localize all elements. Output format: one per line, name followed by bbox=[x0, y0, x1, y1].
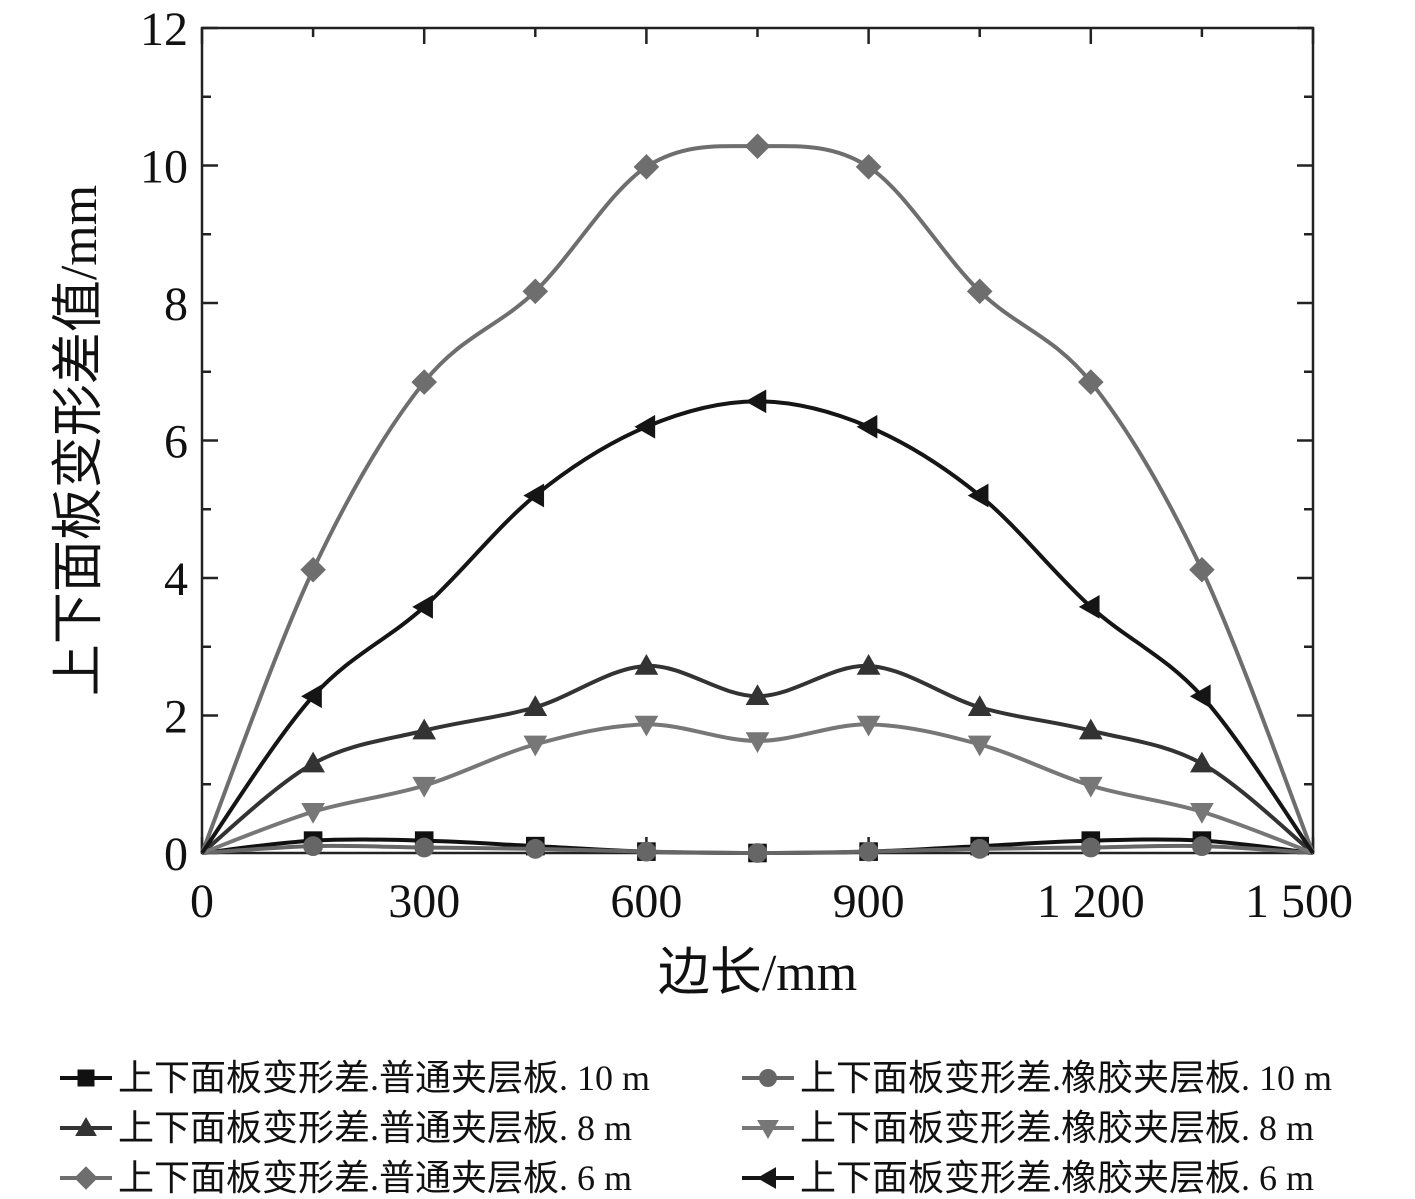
series-3-point bbox=[412, 718, 437, 740]
y-tick-label: 6 bbox=[164, 416, 188, 469]
series-markers bbox=[300, 133, 1215, 863]
series-2-point bbox=[525, 839, 546, 859]
series-2-point bbox=[747, 843, 768, 863]
series-3-point bbox=[967, 695, 992, 716]
y-tick-label: 12 bbox=[140, 3, 188, 56]
series-5-point bbox=[855, 154, 882, 180]
series-2-point bbox=[1192, 836, 1212, 856]
series-2-point bbox=[858, 841, 879, 862]
y-tick-label: 0 bbox=[164, 828, 188, 881]
series-6-point bbox=[745, 389, 767, 414]
legend-swatch-marker bbox=[759, 1069, 777, 1087]
legend-label: 上下面板变形差.橡胶夹层板. 6 m bbox=[800, 1158, 1314, 1198]
series-6-point bbox=[856, 414, 878, 439]
series-4-point bbox=[634, 715, 659, 737]
series-5-point bbox=[744, 133, 771, 160]
x-tick-label: 1 500 bbox=[1245, 875, 1353, 928]
series-5-point bbox=[1189, 556, 1215, 583]
legend-swatch-marker bbox=[75, 1116, 97, 1136]
legend-item: 上下面板变形差.普通夹层板. 6 m bbox=[60, 1158, 632, 1198]
series-2-point bbox=[1080, 837, 1101, 858]
legend-item: 上下面板变形差.橡胶夹层板. 10 m bbox=[742, 1058, 1332, 1098]
legend: 上下面板变形差.普通夹层板. 10 m 上下面板变形差.橡胶夹层板. 10 m 上下… bbox=[60, 1058, 1332, 1198]
legend-item: 上下面板变形差.橡胶夹层板. 8 m bbox=[742, 1108, 1314, 1148]
series-3-point bbox=[856, 653, 881, 675]
legend-label: 上下面板变形差.橡胶夹层板. 10 m bbox=[800, 1058, 1332, 1098]
legend-swatch-marker bbox=[756, 1167, 776, 1189]
y-tick-label: 10 bbox=[140, 141, 188, 194]
y-tick-label: 4 bbox=[164, 553, 188, 606]
series-6-point bbox=[634, 414, 656, 439]
y-axis-title: 上下面板变形差值/mm bbox=[51, 185, 108, 696]
legend-item: 上下面板变形差.普通夹层板. 8 m bbox=[60, 1108, 632, 1148]
series-6-point bbox=[967, 483, 989, 508]
series-3-point bbox=[523, 695, 548, 716]
legend-item: 上下面板变形差.普通夹层板. 10 m bbox=[60, 1058, 650, 1098]
series-3-point bbox=[745, 684, 770, 705]
series-3-point bbox=[1190, 751, 1214, 773]
series-5-point bbox=[966, 278, 993, 305]
x-axis-title: 边长/mm bbox=[658, 945, 857, 1002]
legend-label: 上下面板变形差.普通夹层板. 6 m bbox=[118, 1158, 632, 1198]
series-5-point bbox=[633, 154, 660, 180]
series-4-point bbox=[967, 735, 992, 757]
y-tick-labels: 0 2 4 6 8 10 12 bbox=[140, 3, 188, 881]
x-tick-label: 0 bbox=[190, 875, 214, 928]
series-2-point bbox=[636, 841, 657, 862]
series-6-point bbox=[1078, 595, 1100, 619]
series-6-point bbox=[523, 483, 545, 508]
series-5-point bbox=[1077, 369, 1104, 395]
series-3-point bbox=[301, 751, 325, 773]
series-4-point bbox=[1190, 803, 1214, 824]
series-4-point bbox=[745, 732, 770, 753]
series-2-point bbox=[414, 837, 435, 858]
series-2-point bbox=[969, 839, 990, 859]
legend-label: 上下面板变形差.普通夹层板. 10 m bbox=[118, 1058, 650, 1098]
series-4-point bbox=[1078, 776, 1103, 798]
series-4-point bbox=[856, 715, 881, 737]
series-4-point bbox=[523, 735, 548, 757]
x-tick-label: 1 200 bbox=[1037, 875, 1145, 928]
x-tick-label: 600 bbox=[610, 875, 682, 928]
series-6-point bbox=[301, 684, 322, 709]
series-6-point bbox=[1189, 684, 1211, 709]
series-4-point bbox=[412, 776, 437, 798]
series-5-point bbox=[411, 369, 438, 395]
legend-swatch-marker bbox=[757, 1120, 779, 1140]
series-4-point bbox=[301, 803, 325, 824]
legend-swatch-marker bbox=[77, 1069, 95, 1087]
legend-swatch-marker bbox=[74, 1166, 98, 1190]
series-5-point bbox=[522, 278, 549, 305]
x-tick-label: 900 bbox=[833, 875, 905, 928]
y-tick-label: 8 bbox=[164, 278, 188, 331]
series-5-point bbox=[300, 556, 326, 583]
series-3-point bbox=[1078, 718, 1103, 740]
legend-item: 上下面板变形差.橡胶夹层板. 6 m bbox=[742, 1158, 1314, 1198]
legend-label: 上下面板变形差.普通夹层板. 8 m bbox=[118, 1108, 632, 1148]
series-2-point bbox=[303, 836, 323, 856]
legend-label: 上下面板变形差.橡胶夹层板. 8 m bbox=[800, 1108, 1314, 1148]
series-3-point bbox=[634, 653, 659, 675]
x-tick-labels: 0 300 600 900 1 200 1 500 bbox=[190, 875, 1353, 928]
x-tick-label: 300 bbox=[388, 875, 460, 928]
series-line-6 bbox=[200, 399, 1315, 855]
series-6-point bbox=[412, 595, 433, 619]
y-tick-label: 2 bbox=[164, 691, 188, 744]
